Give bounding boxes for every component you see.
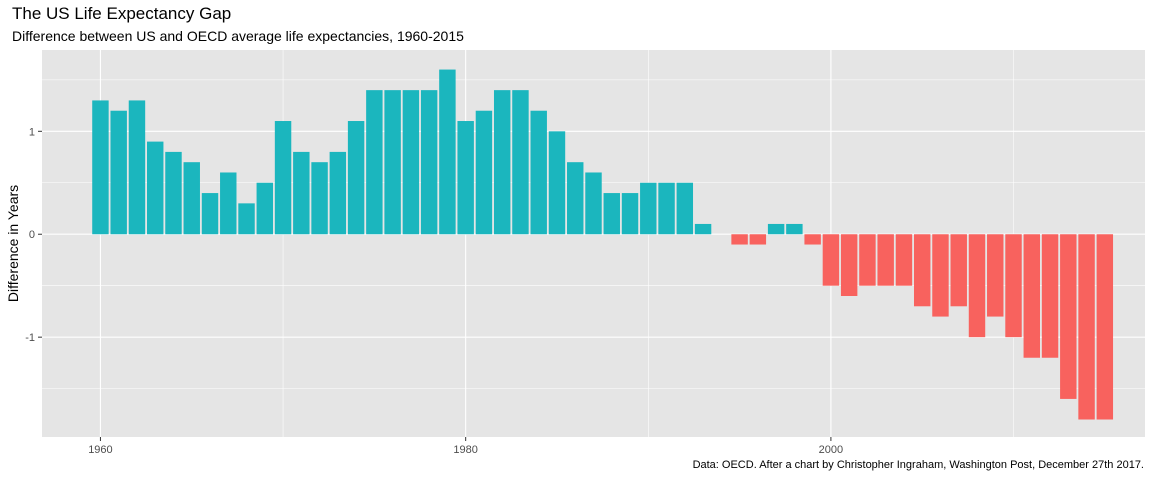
bar-2005 — [913, 234, 931, 307]
y-tick-label: -1 — [25, 332, 35, 344]
bar-1999 — [804, 234, 821, 245]
y-tick-label: 0 — [29, 229, 35, 241]
chart-subtitle: Difference between US and OECD average l… — [12, 28, 464, 44]
bar-2015 — [1096, 234, 1114, 420]
bar-1975 — [366, 90, 383, 235]
bar-1964 — [165, 151, 182, 235]
bar-1990 — [640, 182, 657, 235]
bar-1972 — [311, 162, 328, 235]
bar-1981 — [475, 110, 493, 235]
bar-2010 — [1005, 234, 1022, 338]
bar-2014 — [1078, 234, 1095, 420]
chart-title: The US Life Expectancy Gap — [12, 4, 232, 23]
bar-1996 — [749, 234, 767, 245]
chart-caption: Data: OECD. After a chart by Christopher… — [692, 459, 1144, 471]
bar-1969 — [256, 182, 274, 235]
bar-2001 — [840, 234, 858, 296]
bar-1978 — [420, 90, 438, 235]
bar-1983 — [512, 90, 529, 235]
bar-1986 — [567, 162, 584, 235]
y-axis-title: Difference in Years — [5, 185, 21, 302]
bar-1973 — [329, 151, 347, 235]
x-tick-label: 1980 — [453, 444, 477, 456]
bar-1980 — [457, 121, 474, 235]
bar-2011 — [1023, 234, 1040, 358]
bar-1992 — [676, 182, 694, 235]
bar-1984 — [530, 110, 547, 235]
x-tick-label: 2000 — [819, 444, 843, 456]
bar-2013 — [1060, 234, 1077, 399]
bar-1971 — [293, 151, 310, 235]
bar-1998 — [786, 223, 803, 235]
x-tick-label: 1960 — [88, 444, 112, 456]
bar-2006 — [932, 234, 949, 317]
bar-1997 — [767, 223, 785, 235]
bar-2012 — [1041, 234, 1059, 358]
bar-1979 — [439, 69, 456, 235]
bar-1963 — [147, 141, 164, 235]
bar-1974 — [347, 121, 365, 235]
bar-1965 — [183, 162, 200, 235]
bar-1985 — [548, 131, 566, 235]
bar-1976 — [384, 90, 401, 235]
bar-1970 — [274, 121, 292, 235]
bar-1993 — [694, 223, 712, 235]
bar-2003 — [877, 234, 894, 286]
bar-2009 — [987, 234, 1004, 317]
y-tick-label: 1 — [29, 126, 35, 138]
bar-1961 — [110, 110, 127, 235]
bar-1967 — [220, 172, 237, 235]
bar-1960 — [92, 100, 109, 235]
axis-ticks: 1960 1980 2000 -1 0 1 — [25, 126, 843, 456]
bars — [92, 69, 1114, 420]
bar-1962 — [128, 100, 146, 235]
bar-2008 — [968, 234, 986, 338]
bar-1995 — [731, 234, 748, 245]
bar-2000 — [822, 234, 840, 286]
bar-1988 — [603, 193, 620, 235]
bar-2004 — [895, 234, 913, 286]
bar-1977 — [402, 90, 420, 235]
bar-1966 — [201, 193, 219, 235]
bar-1989 — [621, 193, 639, 235]
bar-2007 — [950, 234, 967, 307]
bar-1987 — [585, 172, 602, 235]
bar-1968 — [238, 203, 255, 235]
bar-1991 — [658, 182, 675, 235]
bar-1982 — [493, 90, 511, 235]
bar-2002 — [859, 234, 876, 286]
